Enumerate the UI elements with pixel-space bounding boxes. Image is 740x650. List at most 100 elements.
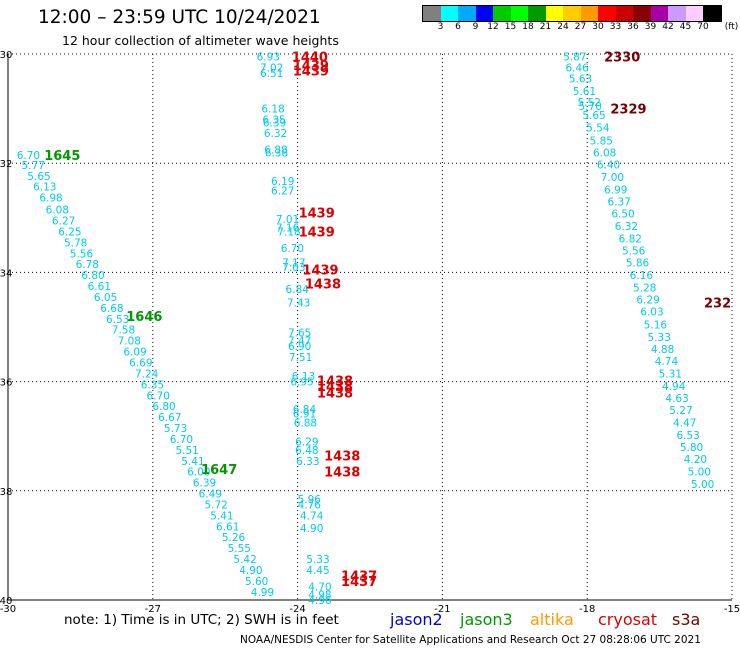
pass-time-label: 1439 [299,206,335,221]
swh-value-label: 5.26 [222,532,246,544]
swh-value-label: 4.96 [308,595,332,607]
swh-value-label: 6.13 [292,371,315,383]
swh-value-label: 6.18 [261,104,284,116]
y-tick-label: -38 [0,487,12,498]
swh-value-label: 5.54 [586,123,610,135]
swh-color-scale [422,5,722,22]
swh-value-label: 5.63 [569,74,592,86]
swh-value-label: 7.08 [118,336,141,348]
scale-swatch [580,6,598,21]
pass-time-label: 1440 [292,51,328,66]
pass-time-label: 1437 [341,569,377,584]
swh-value-label: 7.02 [260,63,283,75]
swh-value-label: 7.47 [288,336,311,348]
swh-value-label: 6.09 [123,347,146,359]
swh-value-label: 5.70 [579,101,602,113]
swh-value-label: 5.65 [27,171,50,183]
swh-value-label: 4.74 [300,510,324,522]
swh-value-label: 6.08 [593,147,616,159]
x-tick-label: -18 [579,604,595,615]
swh-value-label: 5.80 [680,442,703,454]
x-tick-label: -27 [145,604,161,615]
pass-time-label: 1438 [305,277,341,292]
swh-value-label: 7.18 [277,226,300,238]
swh-value-label: 5.52 [578,97,601,109]
swh-value-label: 6.00 [187,467,210,479]
scale-swatch [458,6,476,21]
swh-value-label: 6.80 [81,270,104,282]
mission-legend-s3a: s3a [672,610,701,629]
pass-time-label: 1437 [341,575,377,590]
pass-time-label: 1438 [317,387,353,402]
swh-color-scale-labels: 3 6 9 12 15 18 21 24 27 30 33 36 39 42 45 70 (ft) [422,22,740,34]
swh-value-label: 6.13 [33,182,56,194]
swh-value-label: 6.46 [565,63,589,75]
scale-label: 33 [609,22,622,32]
swh-value-label: 5.61 [573,86,596,98]
scale-swatch [528,6,546,21]
pass-time-label: 2329 [610,103,646,118]
swh-value-label: 6.70 [281,243,304,255]
pass-time-label: 1439 [293,64,329,79]
pass-time-label: 1438 [324,466,360,481]
swh-value-label: 6.50 [611,208,634,220]
pass-time-label: 1439 [302,264,338,279]
scale-swatch [493,6,511,21]
swh-value-label: 5.56 [622,246,646,258]
scale-label: 45 [679,22,692,32]
swh-value-label: 7.58 [112,325,135,337]
scale-swatch [563,6,581,21]
scale-swatch [633,6,651,21]
scale-swatch [545,6,563,21]
pass-time-label: 1439 [299,225,335,240]
swh-value-label: 5.41 [181,456,204,468]
swh-value-label: 6.51 [260,68,283,80]
scale-label: 39 [644,22,657,32]
swh-value-label: 6.91 [293,408,316,420]
swh-value-label: 5.73 [164,423,187,435]
swh-value-label: 4.45 [306,565,329,577]
swh-value-label: 6.08 [46,205,69,217]
scale-swatch [668,6,686,21]
swh-value-label: 6.95 [290,377,313,389]
swh-value-label: 6.61 [88,281,111,293]
swh-value-label: 6.78 [76,259,99,271]
swh-value-label: 6.35 [262,115,285,127]
swh-value-label: 6.61 [216,521,239,533]
swh-value-label: 5.42 [233,554,256,566]
swh-value-label: 6.70 [147,390,170,402]
scale-label: 6 [455,22,461,32]
pass-time-label: 232 [704,296,731,311]
scale-label: 24 [557,22,569,32]
scale-swatch [650,6,668,21]
swh-value-label: 7.16 [276,223,300,235]
swh-value-label: 7.03 [282,262,305,274]
swh-value-label: 5.78 [64,237,87,249]
swh-value-label: 5.51 [175,445,198,457]
scale-swatch [510,6,528,21]
chart-title: 12:00 – 23:59 UTC 10/24/2021 [38,7,321,28]
swh-value-label: 4.88 [651,344,674,356]
swh-value-label: 6.67 [158,412,181,424]
swh-value-label: 6.37 [607,196,630,208]
swh-value-label: 5.27 [669,405,692,417]
x-tick-label: -24 [289,604,305,615]
scale-label: 12 [487,22,499,32]
swh-value-label: 5.41 [210,510,233,522]
pass-time-label: 1439 [293,59,329,74]
swh-value-label: 6.19 [271,176,294,188]
y-tick-label: -40 [0,596,12,607]
swh-value-label: 6.25 [58,226,81,238]
x-tick-label: -21 [434,604,450,615]
scale-swatch [440,6,458,21]
scale-unit: (ft) [724,22,739,32]
pass-time-label: 1438 [317,375,353,390]
swh-value-label: 6.68 [100,303,123,315]
scale-label: 21 [539,22,552,32]
swh-value-label: 5.33 [648,332,671,344]
swh-value-label: 6.27 [52,216,75,228]
x-tick-label: -30 [0,604,16,615]
swh-value-label: 5.28 [633,283,656,295]
